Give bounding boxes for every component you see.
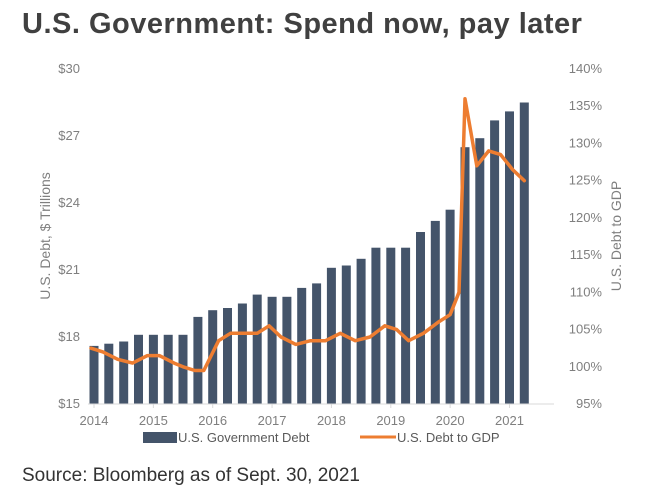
y-right-tick-label: 120% [569, 210, 603, 225]
bar [119, 341, 129, 404]
x-tick-label: 2016 [198, 413, 227, 428]
bar [460, 147, 470, 404]
y-right-tick-label: 95% [576, 396, 602, 411]
bar [356, 258, 366, 404]
y-left-tick-label: $21 [58, 262, 80, 277]
x-tick-label: 2018 [317, 413, 346, 428]
y-axis-left-title: U.S. Debt, $ Trillions [37, 172, 53, 300]
bar [371, 247, 381, 404]
chart-title: U.S. Government: Spend now, pay later [22, 8, 583, 40]
y-left-tick-label: $18 [58, 329, 80, 344]
bar [312, 283, 322, 404]
legend: U.S. Government Debt U.S. Debt to GDP [143, 430, 500, 445]
bar [475, 138, 485, 404]
y-right-tick-label: 105% [569, 322, 603, 337]
x-tick-label: 2015 [139, 413, 168, 428]
x-tick-label: 2017 [258, 413, 287, 428]
source-note: Source: Bloomberg as of Sept. 30, 2021 [22, 465, 360, 486]
debt-to-gdp-line [89, 97, 527, 373]
chart: 2014 2015 2016 2017 2018 2019 2020 2021 $15$18$… [37, 61, 624, 445]
y-axis-right: 95% 100% 105% 110% 115% 120% 125% 130% 135% 140% [569, 61, 603, 411]
bar [208, 310, 218, 404]
bar [490, 120, 500, 405]
bar [163, 334, 173, 404]
bar [193, 316, 203, 404]
y-left-tick-label: $24 [58, 195, 80, 210]
bar [416, 232, 425, 404]
x-tick-label: 2019 [376, 413, 405, 428]
y-right-tick-label: 110% [570, 284, 603, 299]
y-axis-right-title: U.S. Debt to GDP [608, 181, 624, 291]
bar [252, 294, 262, 404]
bar [430, 220, 440, 404]
bar [237, 303, 247, 404]
y-axis-left: $15 $18 $21 $24 $27 $30 [58, 61, 80, 411]
y-right-tick-label: 100% [569, 359, 603, 374]
y-right-tick-label: 115% [570, 247, 603, 262]
bar [282, 296, 292, 404]
bar [148, 334, 158, 404]
bar [223, 308, 232, 404]
bar [401, 247, 411, 404]
y-right-tick-label: 125% [569, 173, 603, 188]
line-group [89, 97, 527, 373]
bar [267, 296, 277, 404]
bar [519, 102, 529, 404]
y-left-tick-label: $30 [58, 61, 80, 76]
y-right-tick-label: 130% [569, 135, 603, 150]
bar [89, 345, 99, 404]
bar [505, 111, 514, 405]
legend-line-label: U.S. Debt to GDP [397, 430, 500, 445]
y-left-tick-label: $15 [58, 396, 80, 411]
legend-bar-label: U.S. Government Debt [178, 430, 310, 445]
y-right-tick-label: 135% [569, 98, 603, 113]
bar [178, 334, 188, 404]
legend-bar-swatch [143, 432, 177, 443]
x-tick-label: 2020 [436, 413, 465, 428]
bar [386, 247, 396, 404]
bar [134, 334, 143, 404]
x-tick-label: 2014 [80, 413, 109, 428]
bar [104, 343, 114, 404]
bar [445, 209, 455, 404]
bar [297, 287, 307, 404]
x-axis: 2014 2015 2016 2017 2018 2019 2020 2021 [80, 403, 554, 428]
x-tick-label: 2021 [495, 413, 524, 428]
y-left-tick-label: $27 [58, 128, 80, 143]
y-right-tick-label: 140% [569, 61, 603, 76]
